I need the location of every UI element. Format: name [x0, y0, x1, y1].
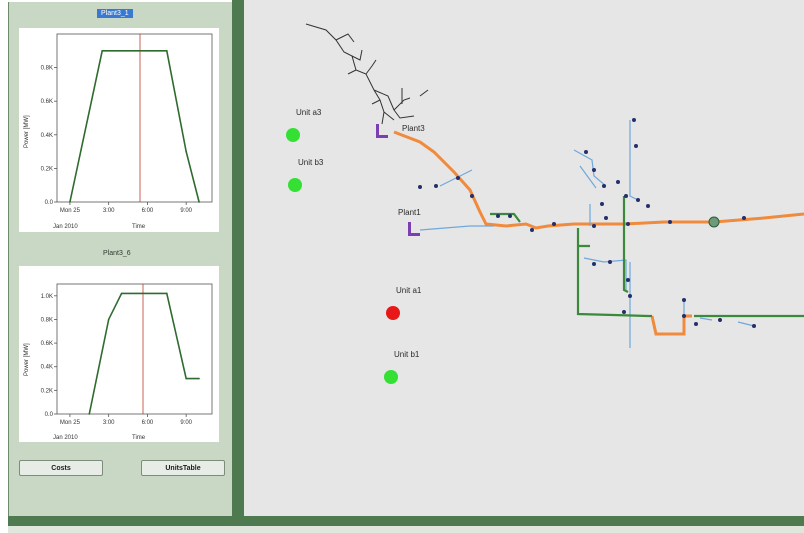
junction-node [708, 216, 720, 228]
unit-b1-label: Unit b1 [394, 350, 420, 359]
orange-main-line [393, 130, 804, 230]
chart2-title[interactable]: Plant3_6 [103, 250, 131, 257]
chart2-data-point [165, 292, 168, 295]
chart2-data-point [88, 413, 91, 415]
chart2-ytick-label: 0.2K [41, 388, 53, 394]
chart1-series-line [69, 49, 200, 203]
unit-a1-label: Unit a1 [396, 286, 422, 295]
unit-a3-label: Unit a3 [296, 108, 322, 117]
chart1-xtick-label: 9:00 [180, 208, 192, 214]
chart2-ytick-label: 0.4K [41, 365, 53, 371]
chart2-frame [56, 283, 213, 415]
unit-b1-status[interactable] [384, 370, 398, 384]
chart1-xtick-label: 6:00 [142, 208, 154, 214]
chart2-data-point [107, 318, 110, 321]
chart1-plot: Power [MW] 0.8K 0.6K 0.4K 0.2K 0.0 Mon 25 3:0… [19, 28, 219, 232]
chart1-data-point [69, 201, 71, 203]
unit-b3-label: Unit b3 [298, 158, 324, 167]
chart2-plot: Power [MW] 1.0K 0.8K 0.6K 0.4K 0.2K 0.0 Mon 2… [19, 266, 219, 442]
network-map-svg [305, 23, 804, 348]
chart2-ytick-label: 0.8K [41, 317, 53, 323]
chart2-ytick-label: 0.6K [41, 341, 53, 347]
panel-divider[interactable] [232, 0, 244, 520]
chart2-xlabel: Time [132, 435, 146, 441]
unit-a1-status[interactable] [386, 306, 400, 320]
chart1-xsub: Jan 2010 [53, 224, 78, 230]
chart2-series-line [88, 292, 200, 415]
chart1-svg: Power [MW] 0.8K 0.6K 0.4K 0.2K 0.0 Mon 25 3:0… [24, 33, 213, 230]
plant3-label: Plant3 [402, 124, 425, 133]
green-network [490, 196, 804, 318]
bottom-divider [8, 516, 804, 526]
chart1-xlabel: Time [132, 224, 146, 230]
chart2-ytick-label: 1.0K [41, 294, 53, 300]
status-strip [8, 526, 804, 533]
plant1-marker[interactable] [408, 222, 420, 236]
chart-panel: Plant3_1 Power [MW] 0.8K 0.6K 0.4K 0.2K 0.0 … [8, 2, 233, 516]
units-table-button[interactable]: UnitsTable [141, 460, 225, 476]
chart1-ytick-label: 0.0 [45, 200, 54, 206]
chart1-title[interactable]: Plant3_1 [97, 9, 133, 18]
chart2-svg: Power [MW] 1.0K 0.8K 0.6K 0.4K 0.2K 0.0 Mon 2… [24, 283, 213, 441]
chart2-data-point [185, 377, 187, 380]
chart1-xtick-label: Mon 25 [60, 208, 81, 214]
chart2-xtick-label: 3:00 [103, 420, 115, 426]
branch-network [305, 23, 429, 125]
unit-a3-status[interactable] [286, 128, 300, 142]
chart1-frame [56, 33, 213, 203]
chart2-data-point [120, 292, 123, 295]
chart1-xtick-label: 3:00 [103, 208, 115, 214]
chart1-ylabel: Power [MW] [24, 115, 30, 148]
chart2-ylabel: Power [MW] [24, 343, 30, 376]
chart1-data-point [101, 50, 104, 52]
chart2-data-point [198, 377, 200, 380]
unit-b3-status[interactable] [288, 178, 302, 192]
chart2-xtick-label: 9:00 [180, 420, 192, 426]
plant1-label: Plant1 [398, 208, 421, 217]
chart1-data-point [165, 50, 168, 52]
costs-button[interactable]: Costs [19, 460, 103, 476]
network-map[interactable]: Unit a3 Unit b3 Unit a1 Unit b1 Plant3 P… [244, 0, 804, 516]
chart1-data-point [185, 150, 187, 153]
chart2-xtick-label: 6:00 [142, 420, 154, 426]
plant3-marker[interactable] [376, 124, 388, 138]
chart1-ytick-label: 0.8K [41, 66, 53, 72]
chart2-ytick-label: 0.0 [45, 412, 54, 418]
chart1-data-point [198, 201, 200, 203]
chart1-ytick-label: 0.2K [41, 166, 53, 172]
chart1-ytick-label: 0.6K [41, 99, 53, 105]
chart2-xsub: Jan 2010 [53, 435, 78, 441]
orange-lower-line [650, 314, 692, 336]
chart1-ytick-label: 0.4K [41, 133, 53, 139]
chart2-xtick-label: Mon 25 [60, 420, 81, 426]
